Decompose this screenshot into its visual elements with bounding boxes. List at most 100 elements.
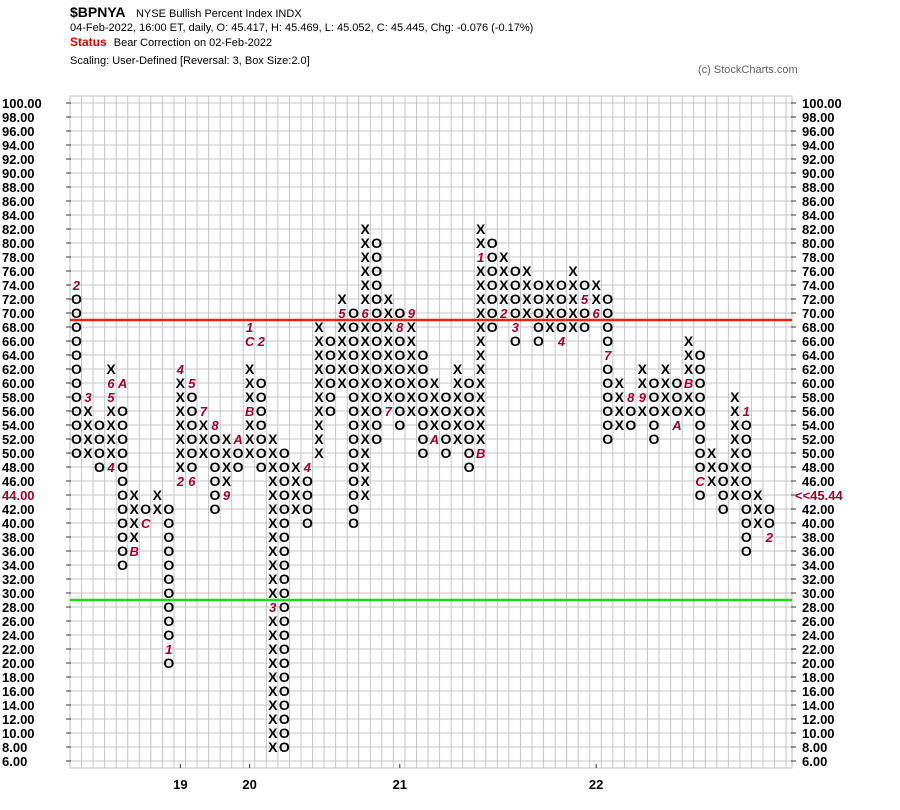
x-box: X — [753, 487, 763, 503]
o-box: O — [233, 445, 244, 461]
x-box: X — [407, 319, 417, 335]
o-box: O — [325, 389, 336, 405]
x-box: X — [684, 403, 694, 419]
o-box: O — [233, 459, 244, 475]
index-name: NYSE Bullish Percent Index INDX — [135, 8, 302, 20]
y-axis-label-right: 98.00 — [802, 110, 835, 125]
y-axis-label-right: 46.00 — [802, 474, 835, 489]
o-box: O — [163, 501, 174, 517]
x-box: X — [476, 361, 486, 377]
x-box: X — [661, 361, 671, 377]
o-box: O — [210, 445, 221, 461]
x-box: X — [638, 361, 648, 377]
x-box: X — [176, 389, 186, 405]
month-marker: A — [429, 432, 439, 447]
y-axis-label-right: 12.00 — [802, 712, 835, 727]
o-box: O — [279, 641, 290, 657]
y-axis-label-right: 20.00 — [802, 656, 835, 671]
o-box: O — [210, 501, 221, 517]
x-axis-label: 20 — [242, 777, 256, 792]
o-box: O — [695, 445, 706, 461]
o-box: O — [256, 459, 267, 475]
x-box: X — [453, 361, 463, 377]
o-box: O — [741, 515, 752, 531]
x-box: X — [268, 739, 278, 755]
month-marker: 4 — [557, 334, 566, 349]
x-box: X — [337, 361, 347, 377]
o-box: O — [371, 277, 382, 293]
o-box: O — [602, 403, 613, 419]
x-box: X — [360, 333, 370, 349]
o-box: O — [302, 487, 313, 503]
o-box: O — [279, 683, 290, 699]
y-axis-label-left: 28.00 — [2, 600, 35, 615]
o-box: O — [510, 263, 521, 279]
x-box: X — [268, 585, 278, 601]
symbol: $BPNYA — [70, 4, 126, 20]
y-axis-label-left: 42.00 — [2, 502, 35, 517]
o-box: O — [764, 501, 775, 517]
o-box: O — [163, 613, 174, 629]
x-box: X — [268, 641, 278, 657]
y-axis-label-left: 16.00 — [2, 684, 35, 699]
x-box: X — [268, 543, 278, 559]
x-box: X — [245, 375, 255, 391]
o-box: O — [487, 263, 498, 279]
o-box: O — [718, 487, 729, 503]
o-box: O — [186, 431, 197, 447]
o-box: O — [718, 501, 729, 517]
month-marker: 8 — [627, 390, 635, 405]
x-box: X — [453, 375, 463, 391]
x-box: X — [730, 389, 740, 405]
o-box: O — [71, 319, 82, 335]
o-box: O — [163, 543, 174, 559]
y-axis-label-left: 50.00 — [2, 446, 35, 461]
o-box: O — [117, 459, 128, 475]
y-axis-label-right: 26.00 — [802, 614, 835, 629]
o-box: O — [279, 599, 290, 615]
o-box: O — [279, 613, 290, 629]
x-box: X — [360, 277, 370, 293]
y-axis-label-left: 58.00 — [2, 390, 35, 405]
y-axis-label-left: 62.00 — [2, 362, 35, 377]
y-axis-label-right: 58.00 — [802, 390, 835, 405]
x-box: X — [268, 613, 278, 629]
o-box: O — [417, 347, 428, 363]
o-box: O — [417, 445, 428, 461]
x-box: X — [407, 347, 417, 363]
x-box: X — [314, 333, 324, 349]
month-marker: B — [129, 544, 138, 559]
o-box: O — [256, 445, 267, 461]
o-box: O — [71, 417, 82, 433]
o-box: O — [348, 459, 359, 475]
x-box: X — [453, 389, 463, 405]
x-box: X — [106, 417, 116, 433]
x-box: X — [360, 361, 370, 377]
x-box: X — [661, 375, 671, 391]
o-box: O — [695, 417, 706, 433]
o-box: O — [579, 277, 590, 293]
x-box: X — [615, 417, 625, 433]
x-box: X — [707, 473, 717, 489]
o-box: O — [464, 459, 475, 475]
x-box: X — [730, 445, 740, 461]
o-box: O — [533, 291, 544, 307]
o-box: O — [256, 375, 267, 391]
o-box: O — [117, 473, 128, 489]
y-axis-label-left: 56.00 — [2, 404, 35, 419]
o-box: O — [71, 347, 82, 363]
x-box: X — [268, 529, 278, 545]
o-box: O — [741, 529, 752, 545]
y-axis-label-left: 18.00 — [2, 670, 35, 685]
x-box: X — [730, 417, 740, 433]
x-box: X — [476, 403, 486, 419]
month-marker: 4 — [176, 362, 185, 377]
o-box: O — [117, 557, 128, 573]
o-box: O — [741, 431, 752, 447]
x-box: X — [753, 501, 763, 517]
x-box: X — [707, 459, 717, 475]
y-axis-label-right: 10.00 — [802, 726, 835, 741]
x-box: X — [314, 403, 324, 419]
x-box: X — [360, 417, 370, 433]
